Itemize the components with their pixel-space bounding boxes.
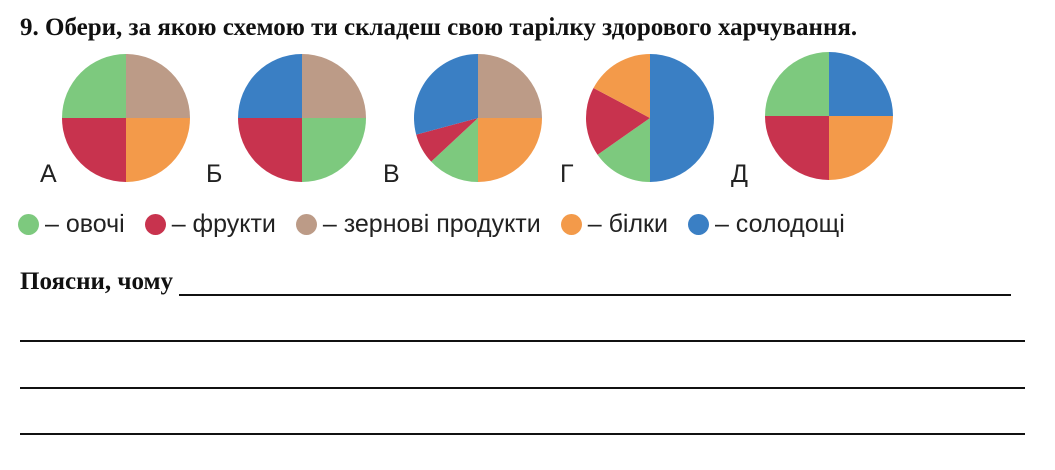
answer-line-2[interactable] xyxy=(20,340,1025,342)
pie-d-slice-vegetables xyxy=(765,52,829,116)
pie-charts-svg xyxy=(62,52,893,182)
pie-label-h: Г xyxy=(560,160,574,188)
pie-v-slice-grains xyxy=(478,54,542,118)
grains-dot-icon xyxy=(295,214,317,235)
proteins-dot-icon xyxy=(560,214,582,235)
pie-v-slice-proteins xyxy=(478,118,542,182)
legend-item-sweets: – солодощі xyxy=(687,210,845,239)
pie-h-slice-fruits xyxy=(586,87,650,155)
legend-item-proteins: – білки xyxy=(560,210,668,239)
vegetables-dot-icon xyxy=(18,214,39,235)
pie-label-b: Б xyxy=(206,160,223,188)
sweets-dot-icon xyxy=(687,214,709,235)
pie-a-slice-vegetables xyxy=(62,54,126,118)
pie-b-slice-vegetables xyxy=(302,118,366,182)
legend-item-vegetables: – овочі xyxy=(18,210,125,239)
answer-line-3[interactable] xyxy=(20,387,1025,389)
pie-h-slice-proteins xyxy=(593,54,650,118)
pie-b-slice-fruits xyxy=(238,118,302,182)
legend-label-fruits: – фрукти xyxy=(171,210,276,238)
task-title: 9. Обери, за якою схемою ти складеш свою… xyxy=(20,14,858,41)
legend-item-grains: – зернові продукти xyxy=(295,210,541,239)
pie-b-slice-grains xyxy=(302,54,366,118)
pie-d-slice-proteins xyxy=(829,116,893,180)
pie-a-slice-proteins xyxy=(126,118,190,182)
pie-d-slice-sweets xyxy=(829,52,893,116)
legend-label-sweets: – солодощі xyxy=(714,210,845,238)
pie-d-slice-fruits xyxy=(765,116,829,180)
legend: – овочі – фрукти – зернові продукти – бі… xyxy=(18,210,865,239)
legend-label-grains: – зернові продукти xyxy=(322,210,541,238)
legend-label-proteins: – білки xyxy=(587,210,668,238)
pie-v-slice-sweets xyxy=(414,54,478,135)
legend-item-fruits: – фрукти xyxy=(144,210,276,239)
legend-label-vegetables: – овочі xyxy=(45,210,125,238)
explain-label: Поясни, чому xyxy=(20,268,174,295)
answer-line-1[interactable] xyxy=(179,272,1012,296)
pie-h-slice-sweets xyxy=(650,54,714,182)
pie-label-a: А xyxy=(40,160,57,188)
pie-h-slice-vegetables xyxy=(597,118,650,182)
pie-a-slice-grains xyxy=(126,54,190,118)
pie-v-slice-fruits xyxy=(416,118,478,162)
pie-v-slice-vegetables xyxy=(431,118,478,182)
pie-b-slice-sweets xyxy=(238,54,302,118)
pie-label-d: Д xyxy=(731,160,748,188)
explain-row: Поясни, чому xyxy=(20,268,1012,296)
fruits-dot-icon xyxy=(144,214,166,235)
answer-line-4[interactable] xyxy=(20,433,1025,435)
pie-charts: А Б В Г Д xyxy=(0,0,1055,200)
pie-a-slice-fruits xyxy=(62,118,126,182)
pie-label-v: В xyxy=(383,160,400,188)
